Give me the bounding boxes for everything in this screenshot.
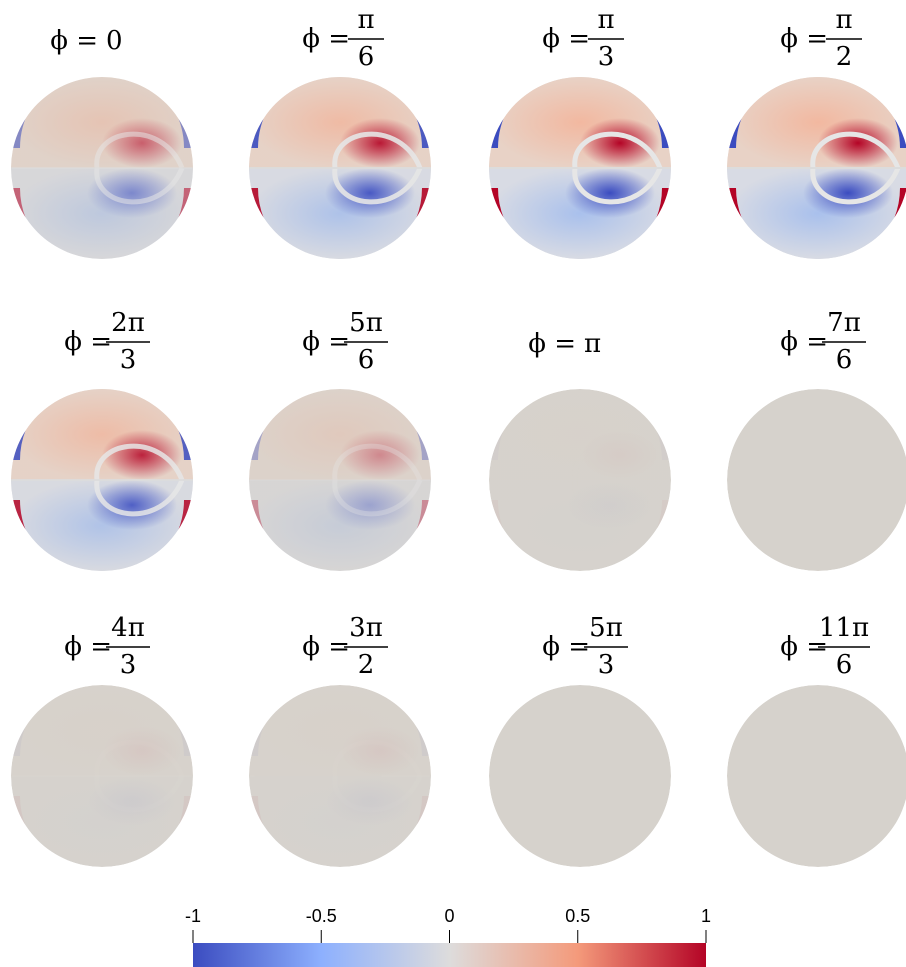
phase-denominator: 3	[120, 345, 137, 375]
colorbar-tick-label: 0	[444, 906, 454, 926]
disk-base	[489, 685, 671, 867]
disk-field	[249, 665, 431, 887]
phase-value: 0	[106, 26, 123, 56]
disk-field	[249, 57, 431, 279]
disk	[11, 369, 193, 591]
red-vortex	[340, 430, 420, 480]
phase-denominator: 6	[358, 42, 375, 72]
phase-numerator: π	[357, 5, 374, 35]
phase-denominator: 6	[836, 650, 853, 680]
disk-field	[727, 389, 906, 571]
phase-denominator: 6	[358, 345, 375, 375]
colorbar-tick-label: 1	[701, 906, 711, 926]
phase-denominator: 3	[120, 650, 137, 680]
phase-prefix: ϕ =	[542, 632, 590, 662]
disk-field	[489, 369, 671, 591]
phase-prefix: ϕ =	[528, 329, 576, 359]
red-vortex	[580, 118, 660, 168]
red-vortex	[102, 118, 182, 168]
phase-denominator: 2	[358, 650, 375, 680]
disk-field	[11, 57, 193, 279]
red-vortex	[580, 430, 660, 480]
phase-prefix: ϕ =	[542, 24, 590, 54]
disk-field	[489, 57, 671, 279]
phase-numerator: 3π	[349, 613, 383, 643]
disk-field	[11, 369, 193, 591]
phase-prefix: ϕ =	[64, 632, 112, 662]
disk-base	[727, 389, 906, 571]
colorbar-tick-label: -0.5	[306, 906, 337, 926]
colorbar	[193, 943, 706, 967]
phase-numerator: 4π	[111, 613, 145, 643]
disk	[249, 665, 431, 887]
phase-numerator: 5π	[589, 613, 623, 643]
phase-denominator: 6	[836, 345, 853, 375]
disk-field	[11, 665, 193, 887]
phase-prefix: ϕ =	[780, 327, 828, 357]
phase-numerator: 7π	[827, 308, 861, 338]
disk	[727, 389, 906, 571]
phase-prefix: ϕ =	[302, 327, 350, 357]
phase-numerator: π	[835, 5, 852, 35]
disk-field	[727, 57, 906, 279]
disk-base	[727, 685, 906, 867]
disk	[489, 369, 671, 591]
disk	[727, 57, 906, 279]
phase-numerator: π	[597, 5, 614, 35]
disk	[727, 685, 906, 867]
red-vortex	[102, 726, 182, 776]
figure: ϕ =0ϕ =π6ϕ =π3ϕ =π2ϕ =2π3ϕ =5π6ϕ =πϕ =7π…	[0, 0, 906, 967]
red-vortex	[818, 118, 898, 168]
red-vortex	[340, 118, 420, 168]
disk	[11, 57, 193, 279]
phase-numerator: 2π	[111, 308, 145, 338]
phase-prefix: ϕ =	[302, 24, 350, 54]
disk	[249, 369, 431, 591]
red-vortex	[340, 726, 420, 776]
disk-field	[727, 685, 906, 867]
phase-numerator: 5π	[349, 308, 383, 338]
disk	[11, 665, 193, 887]
colorbar-tick-label: 0.5	[565, 906, 590, 926]
phase-prefix: ϕ =	[780, 24, 828, 54]
disk	[489, 57, 671, 279]
colorbar-tick-label: -1	[185, 906, 201, 926]
phase-numerator: 11π	[819, 613, 869, 643]
red-vortex	[102, 430, 182, 480]
disk-field	[489, 685, 671, 867]
disk	[489, 685, 671, 867]
phase-prefix: ϕ =	[50, 26, 98, 56]
phase-denominator: 2	[836, 42, 853, 72]
phase-denominator: 3	[598, 42, 615, 72]
phase-prefix: ϕ =	[302, 632, 350, 662]
phase-denominator: 3	[598, 650, 615, 680]
disk	[249, 57, 431, 279]
phase-value: π	[584, 329, 601, 359]
disk-field	[249, 369, 431, 591]
phase-prefix: ϕ =	[64, 327, 112, 357]
